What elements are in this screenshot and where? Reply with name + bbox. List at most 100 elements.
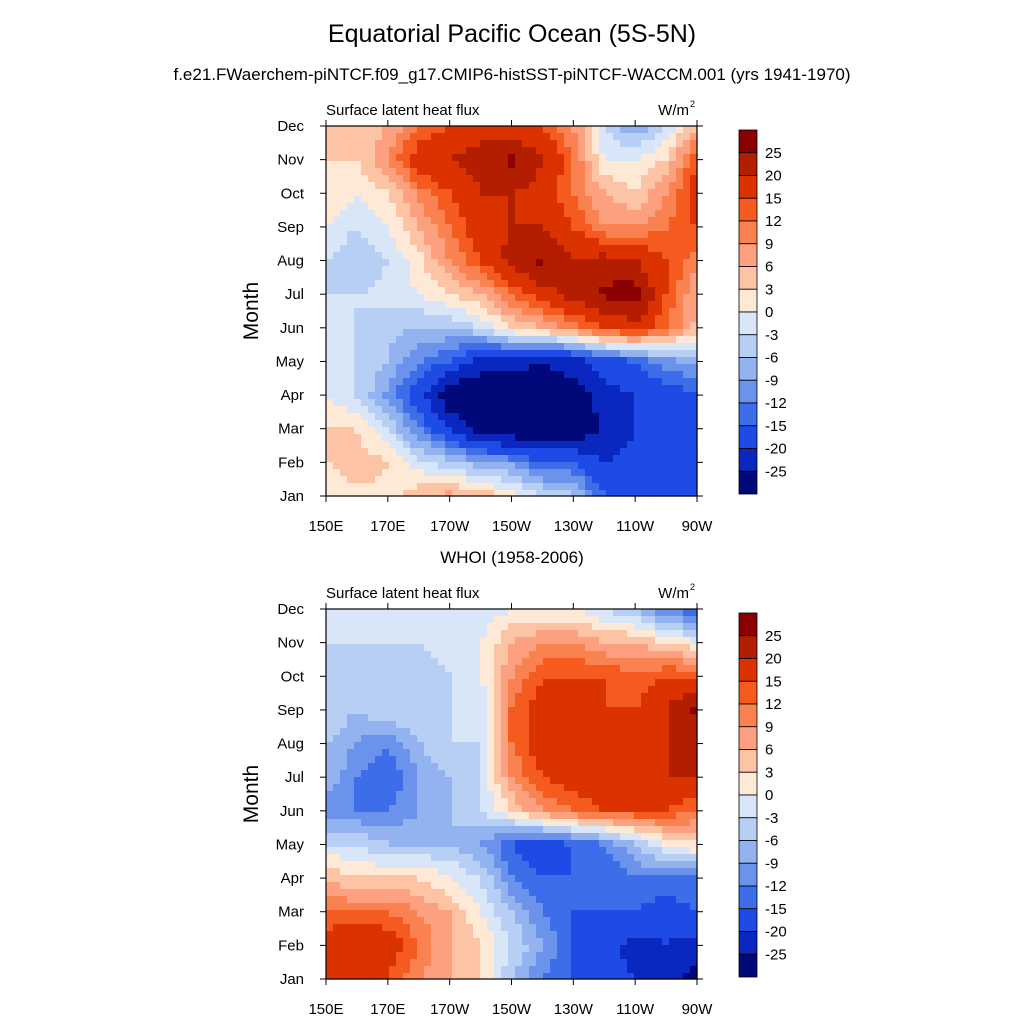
heatmap-cell	[326, 147, 334, 155]
heatmap-cell	[431, 763, 439, 771]
heatmap-cell	[599, 672, 607, 680]
heatmap-cell	[396, 322, 404, 330]
heatmap-cell	[557, 441, 565, 449]
heatmap-cell	[543, 490, 551, 497]
heatmap-cell	[333, 336, 341, 344]
heatmap-cell	[655, 861, 663, 869]
heatmap-cell	[536, 301, 544, 309]
heatmap-cell	[382, 329, 390, 337]
heatmap-cell	[466, 854, 474, 862]
heatmap-cell	[557, 623, 565, 631]
heatmap-cell	[690, 399, 698, 407]
heatmap-cell	[431, 469, 439, 477]
heatmap-cell	[431, 826, 439, 834]
heatmap-cell	[522, 770, 530, 778]
heatmap-cell	[592, 651, 600, 659]
heatmap-cell	[459, 756, 467, 764]
heatmap-cell	[494, 336, 502, 344]
heatmap-cell	[606, 658, 614, 666]
heatmap-cell	[410, 448, 418, 456]
heatmap-cell	[648, 231, 656, 239]
heatmap-cell	[340, 280, 348, 288]
heatmap-cell	[557, 287, 565, 295]
heatmap-cell	[410, 287, 418, 295]
heatmap-cell	[347, 385, 355, 393]
heatmap-cell	[396, 637, 404, 645]
heatmap-cell	[347, 343, 355, 351]
heatmap-cell	[683, 364, 691, 372]
heatmap-cell	[389, 266, 397, 274]
heatmap-cell	[424, 273, 432, 281]
heatmap-cell	[501, 735, 509, 743]
heatmap-cell	[389, 245, 397, 253]
heatmap-cell	[669, 371, 677, 379]
heatmap-cell	[690, 630, 698, 638]
heatmap-cell	[676, 245, 684, 253]
heatmap-cell	[466, 252, 474, 260]
heatmap-cell	[347, 315, 355, 323]
heatmap-cell	[354, 196, 362, 204]
heatmap-cell	[543, 427, 551, 435]
heatmap-cell	[592, 147, 600, 155]
heatmap-cell	[452, 378, 460, 386]
heatmap-cell	[683, 203, 691, 211]
heatmap-cell	[627, 847, 635, 855]
heatmap-cell	[396, 490, 404, 497]
heatmap-cell	[431, 840, 439, 848]
heatmap-cell	[634, 140, 642, 148]
heatmap-cell	[417, 189, 425, 197]
heatmap-cell	[494, 399, 502, 407]
heatmap-cell	[536, 756, 544, 764]
heatmap-cell	[501, 490, 509, 497]
heatmap-cell	[606, 819, 614, 827]
heatmap-cell	[571, 707, 579, 715]
heatmap-cell	[389, 210, 397, 218]
heatmap-cell	[403, 126, 411, 134]
heatmap-cell	[592, 735, 600, 743]
heatmap-cell	[431, 847, 439, 855]
heatmap-cell	[613, 420, 621, 428]
heatmap-cell	[375, 644, 383, 652]
heatmap-cell	[487, 301, 495, 309]
heatmap-cell	[676, 371, 684, 379]
heatmap-cell	[655, 455, 663, 463]
heatmap-cell	[627, 469, 635, 477]
heatmap-cell	[522, 175, 530, 183]
heatmap-cell	[445, 133, 453, 141]
heatmap-cell	[480, 455, 488, 463]
heatmap-cell	[606, 140, 614, 148]
heatmap-cell	[459, 406, 467, 414]
heatmap-cell	[410, 371, 418, 379]
heatmap-cell	[354, 245, 362, 253]
heatmap-cell	[459, 637, 467, 645]
heatmap-cell	[459, 252, 467, 260]
heatmap-cell	[522, 735, 530, 743]
heatmap-cell	[375, 763, 383, 771]
heatmap-cell	[466, 728, 474, 736]
heatmap-cell	[536, 448, 544, 456]
heatmap-cell	[543, 721, 551, 729]
heatmap-cell	[515, 875, 523, 883]
heatmap-cell	[536, 126, 544, 134]
heatmap-cell	[389, 133, 397, 141]
heatmap-cell	[529, 658, 537, 666]
heatmap-cell	[683, 868, 691, 876]
heatmap-cell	[480, 266, 488, 274]
heatmap-cell	[410, 490, 418, 497]
heatmap-cell	[431, 315, 439, 323]
heatmap-cell	[564, 812, 572, 820]
heatmap-cell	[564, 679, 572, 687]
heatmap-cell	[529, 700, 537, 708]
heatmap-cell	[578, 812, 586, 820]
heatmap-cell	[522, 644, 530, 652]
heatmap-cell	[543, 266, 551, 274]
heatmap-cell	[662, 217, 670, 225]
heatmap-cell	[382, 196, 390, 204]
heatmap-cell	[571, 455, 579, 463]
heatmap-cell	[683, 819, 691, 827]
heatmap-cell	[522, 203, 530, 211]
heatmap-cell	[557, 770, 565, 778]
heatmap-cell	[662, 147, 670, 155]
heatmap-cell	[466, 392, 474, 400]
heatmap-cell	[592, 476, 600, 484]
